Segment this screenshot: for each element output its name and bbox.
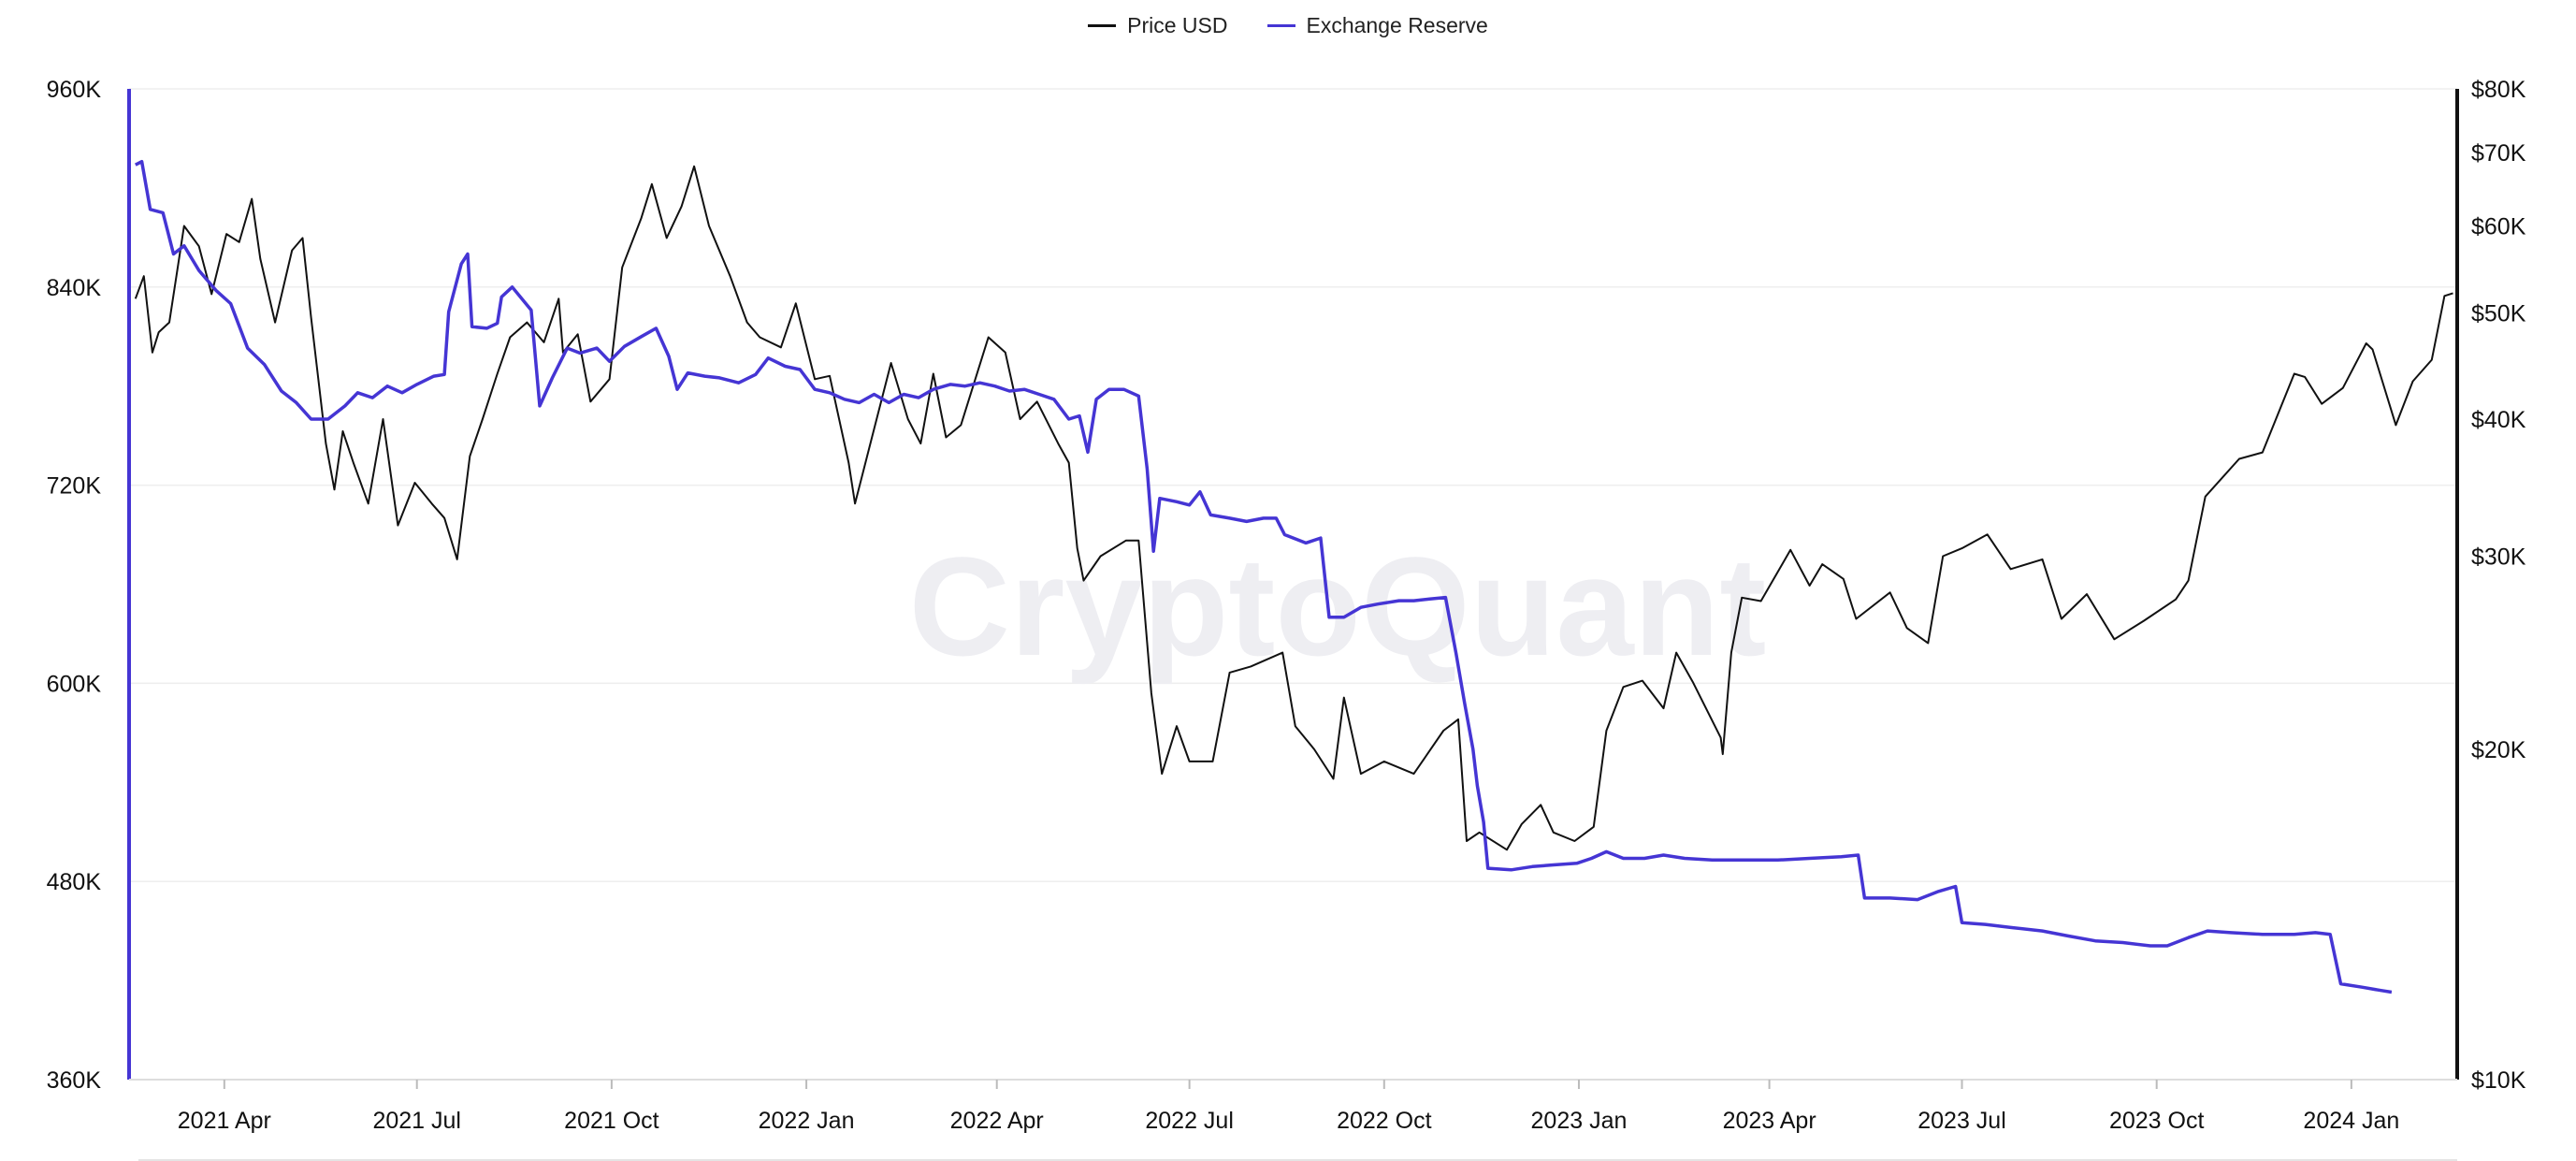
x-tick-label: 2023 Jul xyxy=(1918,1108,2006,1134)
legend-swatch-price xyxy=(1088,24,1117,27)
y-left-tick-label: 360K xyxy=(47,1067,102,1094)
y-left-tick-label: 600K xyxy=(47,671,102,697)
y-right-tick-label: $20K xyxy=(2471,737,2526,763)
x-tick-label: 2023 Oct xyxy=(2109,1108,2205,1134)
tick-labels: 960K 840K 720K 600K 480K 360K $80K $70K $60K $50K… xyxy=(47,77,2526,1134)
legend-item-price[interactable]: Price USD xyxy=(1088,13,1228,38)
x-tick-label: 2021 Oct xyxy=(564,1108,659,1134)
y-left-tick-label: 480K xyxy=(47,869,102,895)
y-right-tick-label: $50K xyxy=(2471,300,2526,327)
y-right-tick-label: $40K xyxy=(2471,407,2526,433)
x-tick-label: 2023 Apr xyxy=(1723,1108,1816,1134)
legend-label-reserve: Exchange Reserve xyxy=(1306,13,1488,37)
y-left-tick-label: 720K xyxy=(47,473,102,500)
y-right-tick-label: $10K xyxy=(2471,1067,2526,1094)
y-left-tick-label: 960K xyxy=(47,77,102,103)
x-tick-label: 2022 Jul xyxy=(1145,1108,1234,1134)
x-tick-label: 2021 Jul xyxy=(372,1108,461,1134)
y-left-tick-label: 840K xyxy=(47,275,102,301)
x-tick-label: 2022 Apr xyxy=(950,1108,1044,1134)
y-right-tick-label: $80K xyxy=(2471,77,2526,103)
x-tick-label: 2022 Jan xyxy=(759,1108,855,1134)
y-right-tick-label: $70K xyxy=(2471,140,2526,167)
watermark: CryptoQuant xyxy=(909,528,1767,685)
x-tick-label: 2024 Jan xyxy=(2303,1108,2399,1134)
series-line-price-usd xyxy=(134,165,2453,851)
legend-label-price: Price USD xyxy=(1127,13,1228,37)
x-tick-label: 2022 Oct xyxy=(1337,1108,1432,1134)
x-tick-label: 2023 Jan xyxy=(1531,1108,1628,1134)
legend-item-reserve[interactable]: Exchange Reserve xyxy=(1266,13,1488,38)
legend-swatch-reserve xyxy=(1266,24,1295,27)
series-line-exchange-reserve xyxy=(134,159,2393,994)
x-tick-label: 2021 Apr xyxy=(178,1108,271,1134)
series-lines xyxy=(134,159,2453,994)
axes xyxy=(127,89,2459,1161)
y-right-tick-label: $60K xyxy=(2471,214,2526,240)
legend: Price USD Exchange Reserve xyxy=(0,13,2576,38)
y-right-tick-label: $30K xyxy=(2471,544,2526,571)
